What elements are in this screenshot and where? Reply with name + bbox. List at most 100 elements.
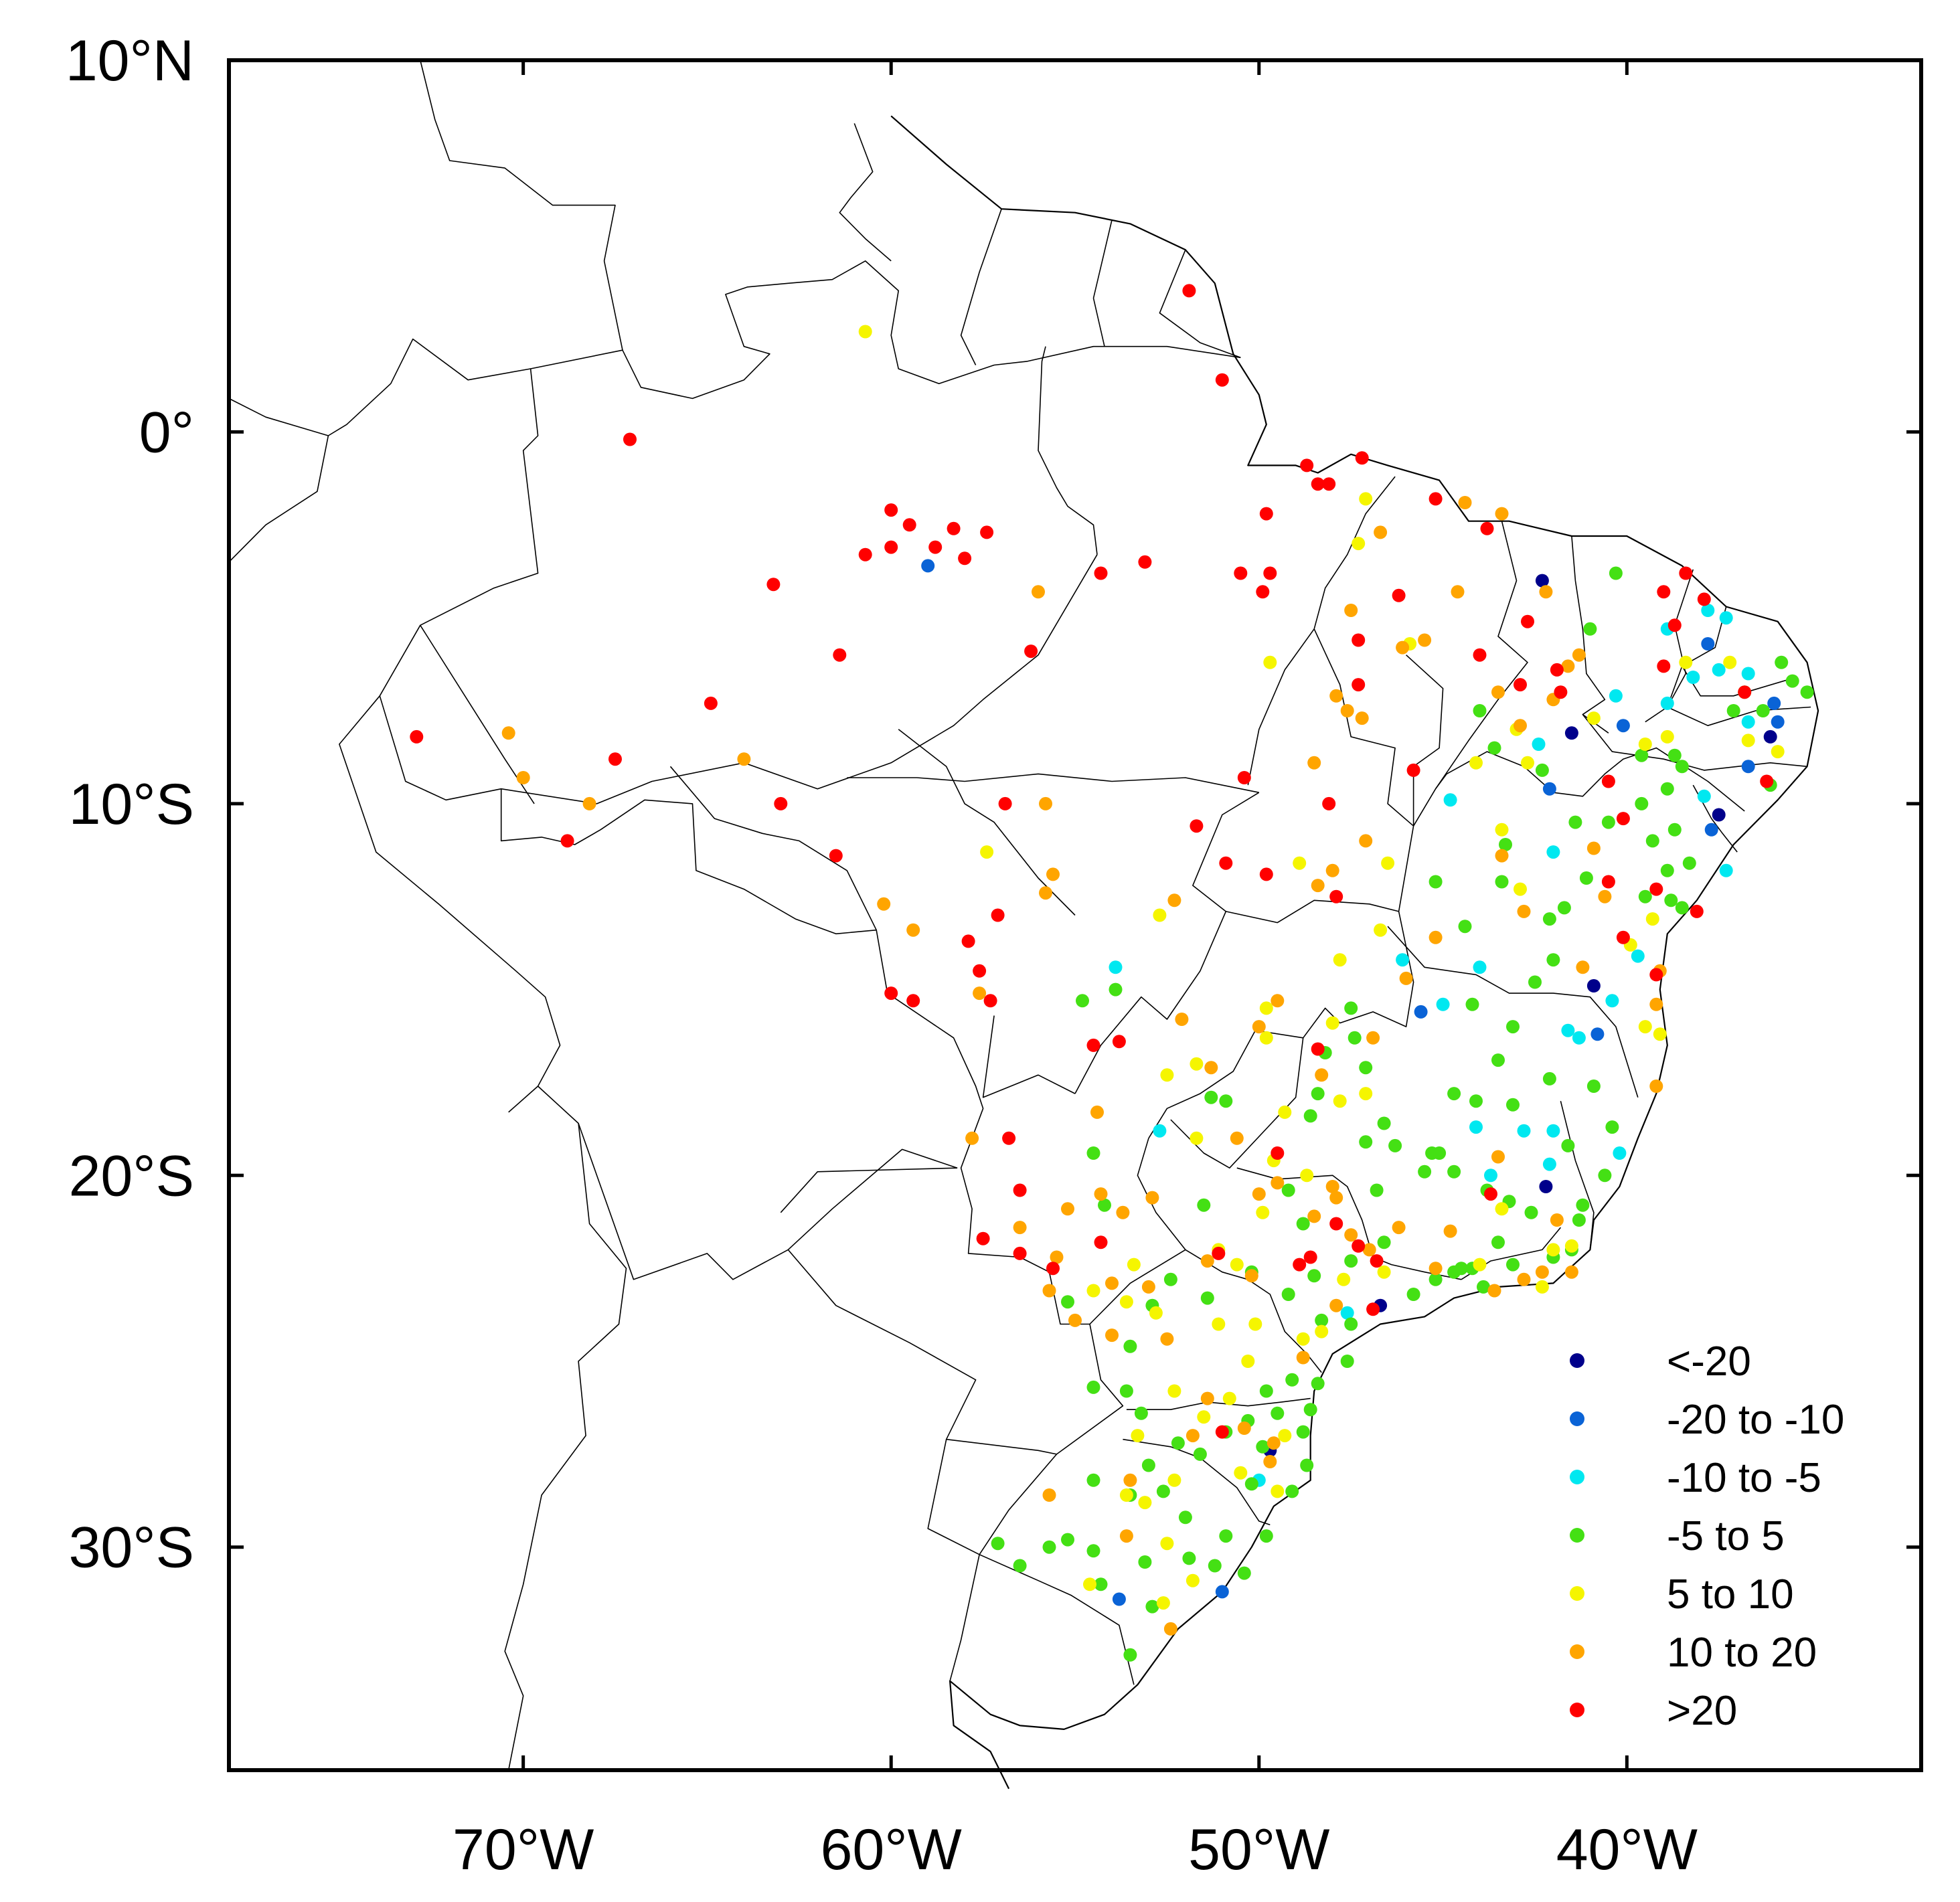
station-point-10-to-20 — [1296, 1351, 1310, 1365]
station-point-5-to-5 — [1086, 1380, 1100, 1394]
station-point-10-to-5 — [1741, 715, 1755, 729]
y-tick-label: 0° — [139, 400, 194, 464]
station-point-5-to-10 — [1514, 882, 1527, 896]
station-point-5-to-5 — [1586, 1079, 1601, 1093]
station-point-20 — [1667, 618, 1682, 632]
station-point-10-to-20 — [1046, 867, 1060, 881]
station-point-5-to-10 — [1083, 1577, 1096, 1591]
station-point-10-to-20 — [1550, 1213, 1564, 1227]
station-point-5-to-5 — [1601, 815, 1615, 829]
station-point-20 — [1539, 1180, 1553, 1193]
station-point-10-to-20 — [1160, 1332, 1174, 1346]
station-point-10-to-20 — [1374, 525, 1388, 539]
station-point-5-to-5 — [1311, 1377, 1325, 1391]
station-point-10-to-5 — [1697, 789, 1711, 803]
station-point-5-to-10 — [1645, 912, 1659, 926]
station-point-10-to-20 — [1649, 1079, 1663, 1093]
station-point-20-to-10 — [1590, 1027, 1605, 1041]
station-point-5-to-5 — [1303, 1403, 1317, 1417]
station-point-10-to-5 — [1719, 611, 1733, 625]
legend: <-20 -20 to -10 -10 to -5 -5 to 5 5 to 10 10 … — [1570, 1338, 1844, 1734]
country-state-borders — [228, 60, 1819, 1790]
station-point-10-to-20 — [1428, 930, 1443, 944]
station-point-5-to-5 — [1447, 1164, 1461, 1179]
station-point-20 — [958, 551, 972, 566]
station-point-5-to-5 — [1425, 1146, 1439, 1160]
station-point-20 — [902, 518, 916, 532]
station-point-20-to-10 — [1704, 823, 1718, 837]
station-point-20 — [1293, 1258, 1307, 1272]
station-point-5-to-10 — [1149, 1306, 1163, 1320]
station-point-10-to-20 — [1458, 496, 1472, 509]
station-point-5-to-5 — [1388, 1138, 1402, 1152]
station-point-10-to-20 — [1428, 1262, 1443, 1276]
station-point-10-to-20 — [1175, 1013, 1189, 1026]
station-point-10-to-20 — [1032, 585, 1045, 599]
station-point-10-to-20 — [1230, 1131, 1244, 1145]
station-point-10-to-20 — [1329, 689, 1343, 703]
station-point-5-to-10 — [1535, 1280, 1549, 1294]
station-point-5-to-5 — [1237, 1566, 1251, 1580]
station-point-20 — [1352, 633, 1366, 647]
station-point-5-to-5 — [1572, 1213, 1586, 1227]
station-point-10-to-5 — [1546, 845, 1560, 859]
station-point-20 — [1392, 588, 1406, 602]
station-point-10-to-5 — [1436, 997, 1450, 1011]
station-point-10-to-20 — [1145, 1191, 1159, 1205]
station-point-20 — [884, 986, 898, 1001]
station-point-5-to-10 — [1197, 1410, 1211, 1424]
station-point-5-to-5 — [1667, 823, 1682, 837]
station-point-10-to-20 — [1252, 1187, 1266, 1201]
station-point-5-to-5 — [1576, 1198, 1590, 1212]
station-point-10-to-5 — [1609, 689, 1623, 703]
station-point-5-to-10 — [1234, 1466, 1248, 1480]
station-point-10-to-20 — [906, 923, 920, 937]
station-point-10-to-20 — [1561, 659, 1575, 673]
station-point-10-to-20 — [1396, 640, 1410, 655]
station-point-5-to-5 — [1193, 1447, 1207, 1461]
station-point-20 — [1271, 1146, 1285, 1160]
station-point-5-to-5 — [1377, 1235, 1391, 1249]
station-point-5-to-5 — [1800, 685, 1814, 699]
station-point-10-to-20 — [1392, 1221, 1406, 1235]
station-point-10-to-5 — [1532, 738, 1546, 751]
station-point-10-to-20 — [973, 986, 987, 1001]
station-point-5-to-10 — [1586, 711, 1601, 725]
station-point-20-to-10 — [1215, 1585, 1229, 1599]
station-point-10-to-20 — [1105, 1328, 1119, 1343]
legend-swatch — [1570, 1411, 1584, 1426]
station-point-20 — [1679, 566, 1693, 580]
station-point-5-to-5 — [1635, 796, 1649, 810]
legend-swatch — [1570, 1353, 1584, 1368]
station-point-10-to-20 — [1167, 893, 1181, 907]
station-point-20 — [1259, 507, 1273, 521]
station-point-10-to-20 — [1244, 1269, 1258, 1283]
station-point-20 — [623, 432, 637, 446]
station-point-5-to-5 — [1296, 1217, 1310, 1231]
station-point-20 — [1366, 1302, 1380, 1316]
station-point-10-to-5 — [1631, 949, 1645, 963]
station-point-5-to-10 — [1156, 1596, 1170, 1610]
station-point-20 — [1182, 284, 1196, 298]
station-point-5-to-5 — [1171, 1436, 1185, 1450]
station-point-10-to-20 — [1535, 1265, 1549, 1279]
station-point-5-to-5 — [1285, 1484, 1299, 1498]
station-point-10-to-20 — [1355, 711, 1369, 725]
station-point-5-to-10 — [1271, 1484, 1285, 1498]
station-point-5-to-5 — [1377, 1116, 1391, 1130]
station-point-5-to-5 — [1528, 975, 1542, 989]
legend-label: 5 to 10 — [1667, 1571, 1794, 1618]
station-point-10-to-5 — [1660, 696, 1674, 710]
station-point-10-to-20 — [877, 897, 891, 911]
y-tick-label: 20°S — [69, 1144, 194, 1208]
station-point-5-to-5 — [1119, 1384, 1133, 1398]
station-point-5-to-10 — [1278, 1429, 1292, 1443]
x-tick-label: 40°W — [1556, 1818, 1698, 1882]
x-tick-label: 60°W — [821, 1818, 962, 1882]
station-point-5-to-5 — [1141, 1458, 1155, 1472]
station-point-10-to-20 — [1013, 1221, 1027, 1235]
station-point-5-to-10 — [1333, 1094, 1347, 1108]
station-point-5-to-5 — [1598, 1169, 1612, 1183]
station-point-20 — [1212, 1246, 1226, 1260]
station-point-20 — [1215, 373, 1229, 387]
